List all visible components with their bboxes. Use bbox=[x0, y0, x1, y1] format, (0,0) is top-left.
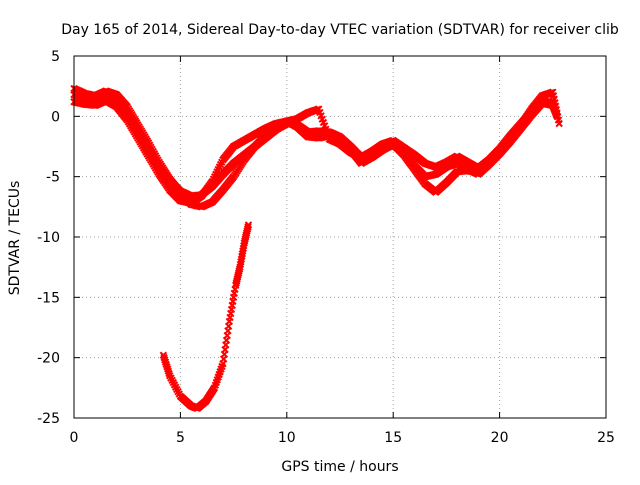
y-tick-label: 0 bbox=[51, 109, 60, 125]
series-track-3 bbox=[70, 84, 563, 211]
tick-labels: 0 5 10 15 20 25 5 0 -5 -10 -15 -20 -25 bbox=[37, 49, 615, 446]
y-tick-label: -20 bbox=[37, 351, 60, 367]
x-tick-label: 15 bbox=[384, 430, 402, 446]
y-tick-label: 5 bbox=[51, 49, 60, 65]
data-point bbox=[244, 223, 252, 231]
y-tick-label: -10 bbox=[37, 230, 60, 246]
data-series bbox=[70, 84, 563, 413]
y-tick-label: -5 bbox=[46, 170, 60, 186]
chart-title: Day 165 of 2014, Sidereal Day-to-day VTE… bbox=[61, 22, 619, 38]
data-point bbox=[555, 119, 563, 128]
y-axis-label: SDTVAR / TECUs bbox=[7, 181, 23, 296]
x-tick-label: 10 bbox=[278, 430, 296, 446]
x-tick-label: 0 bbox=[70, 430, 79, 446]
y-tick-label: -15 bbox=[37, 290, 60, 306]
plot-frame bbox=[73, 55, 607, 419]
x-tick-label: 25 bbox=[597, 430, 615, 446]
x-tick-label: 5 bbox=[176, 430, 185, 446]
series-track-4 bbox=[159, 221, 253, 413]
x-tick-label: 20 bbox=[491, 430, 509, 446]
y-tick-label: -25 bbox=[37, 411, 60, 427]
data-point bbox=[244, 221, 253, 229]
x-axis-label: GPS time / hours bbox=[281, 459, 398, 475]
